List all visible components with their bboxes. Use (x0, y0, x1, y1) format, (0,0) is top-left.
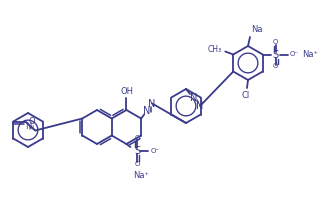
Text: N: N (149, 98, 156, 109)
Text: O: O (28, 117, 35, 126)
Text: O⁻: O⁻ (151, 148, 159, 154)
Text: Na⁺: Na⁺ (133, 170, 150, 180)
Text: OH: OH (121, 87, 134, 96)
Text: N: N (196, 101, 204, 111)
Text: N: N (143, 106, 151, 115)
Text: O: O (273, 39, 278, 46)
Text: H: H (28, 126, 33, 131)
Text: CH₃: CH₃ (207, 45, 221, 54)
Text: O⁻: O⁻ (290, 51, 299, 57)
Text: Na⁺: Na⁺ (302, 50, 318, 59)
Text: Na: Na (251, 25, 262, 34)
Text: Cl: Cl (242, 91, 250, 100)
Text: N: N (190, 93, 198, 103)
Text: O: O (135, 135, 140, 141)
Text: S: S (273, 50, 279, 60)
Text: S: S (134, 146, 140, 156)
Text: N: N (25, 122, 31, 131)
Text: O: O (135, 161, 140, 167)
Text: O: O (273, 64, 278, 69)
